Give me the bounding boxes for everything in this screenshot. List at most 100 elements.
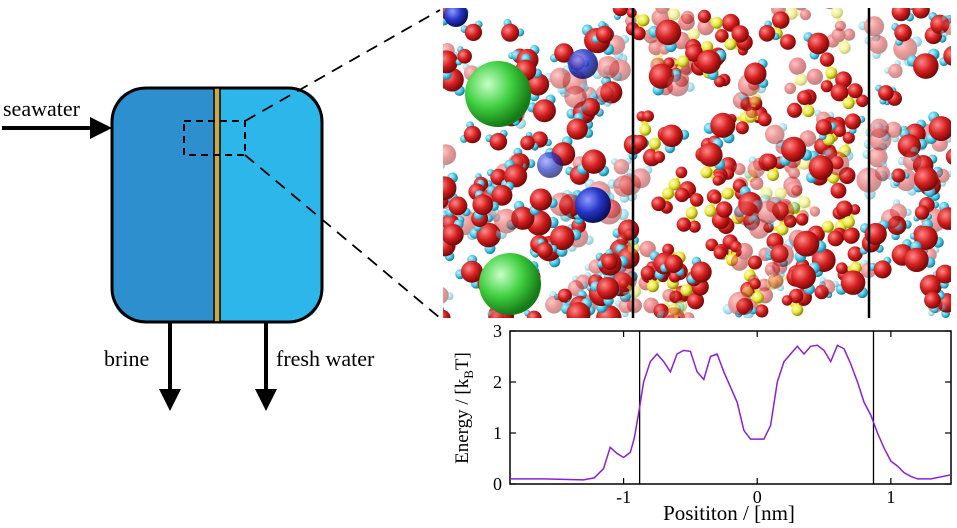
water-molecule bbox=[758, 20, 780, 42]
energy-curve bbox=[510, 344, 952, 481]
y-label-sub: B bbox=[461, 370, 476, 379]
sodium-ion bbox=[568, 49, 598, 79]
water-molecule bbox=[925, 111, 951, 144]
water-molecule bbox=[445, 196, 471, 217]
framework-unit bbox=[836, 200, 861, 244]
water-molecule bbox=[696, 49, 726, 80]
ions bbox=[444, 8, 611, 315]
water-molecule bbox=[819, 276, 839, 295]
water-molecule bbox=[764, 122, 788, 149]
water-molecule bbox=[592, 56, 623, 82]
chloride-ion bbox=[479, 253, 541, 315]
water-molecule bbox=[443, 287, 454, 304]
water-molecule bbox=[489, 208, 519, 240]
water-molecule bbox=[611, 157, 632, 175]
water-molecule bbox=[751, 194, 780, 224]
water-region-right bbox=[856, 8, 951, 318]
water-molecule bbox=[529, 188, 558, 216]
cell-left-chamber bbox=[112, 88, 217, 322]
water-molecule bbox=[656, 302, 686, 318]
sodium-ion bbox=[575, 187, 611, 223]
tick-labels: -1 0 1 0 1 2 3 bbox=[493, 321, 895, 507]
water-molecule bbox=[443, 144, 457, 169]
water-molecule bbox=[577, 149, 610, 177]
water-molecule bbox=[875, 161, 894, 181]
water-molecule bbox=[779, 136, 812, 166]
water-molecule bbox=[913, 205, 933, 222]
water-molecule bbox=[472, 194, 499, 220]
water-molecule bbox=[455, 46, 472, 66]
water-molecule bbox=[520, 131, 539, 151]
water-molecule bbox=[935, 168, 951, 187]
framework-unit bbox=[704, 192, 733, 230]
framework-unit bbox=[749, 278, 769, 318]
framework-unit bbox=[781, 288, 812, 316]
water-molecule bbox=[597, 249, 618, 271]
framework-unit bbox=[830, 83, 869, 110]
water-molecule bbox=[460, 121, 482, 144]
water-molecule bbox=[793, 230, 827, 263]
water-molecule bbox=[891, 168, 910, 187]
framework-unit bbox=[625, 8, 650, 41]
water-molecule bbox=[524, 309, 542, 318]
framework-unit bbox=[651, 187, 690, 214]
framework-unit bbox=[819, 52, 852, 93]
water-molecule bbox=[501, 19, 525, 42]
cell-right-chamber bbox=[217, 88, 322, 322]
water-molecule bbox=[687, 256, 712, 284]
water-molecule bbox=[906, 48, 940, 79]
water-molecule bbox=[660, 124, 690, 154]
water-molecule bbox=[806, 150, 834, 184]
water-molecule bbox=[764, 239, 795, 268]
water-molecule bbox=[564, 82, 589, 113]
water-molecule bbox=[875, 84, 894, 105]
water-molecule bbox=[904, 241, 936, 273]
water-molecule bbox=[536, 238, 558, 259]
water-molecule bbox=[924, 291, 945, 313]
zoom-box bbox=[183, 120, 246, 156]
axis-ticks bbox=[510, 330, 951, 485]
seawater-inlet-arrow bbox=[2, 117, 112, 139]
water-molecule bbox=[698, 138, 726, 170]
water-molecule bbox=[935, 264, 951, 289]
water-molecule bbox=[549, 225, 582, 257]
water-molecule bbox=[703, 112, 736, 144]
water-molecule bbox=[803, 32, 830, 60]
water-molecule bbox=[939, 46, 951, 67]
water-molecule bbox=[890, 199, 912, 221]
y-tick-label: 3 bbox=[493, 321, 502, 341]
framework-unit bbox=[663, 44, 703, 80]
water-molecule bbox=[443, 219, 464, 246]
sodium-ion bbox=[537, 152, 563, 178]
y-tick-label: 1 bbox=[493, 423, 502, 443]
x-tick-label: -1 bbox=[616, 487, 631, 507]
y-label-main: Energy / [k bbox=[452, 378, 473, 464]
water-molecule bbox=[443, 50, 459, 80]
y-tick-label: 2 bbox=[493, 372, 502, 392]
x-axis-label: Posititon / [nm] bbox=[663, 501, 795, 525]
framework-unit bbox=[786, 89, 817, 118]
water-molecule bbox=[722, 291, 754, 318]
zoom-line-bottom bbox=[244, 154, 441, 319]
water-molecule bbox=[543, 67, 571, 95]
water-molecule bbox=[744, 156, 765, 179]
water-molecule bbox=[486, 181, 514, 206]
water-molecule bbox=[835, 270, 868, 299]
water-molecule bbox=[891, 23, 912, 46]
water-molecule bbox=[908, 8, 930, 19]
y-axis-label: Energy / [kBT] bbox=[452, 352, 476, 464]
water-molecule bbox=[648, 19, 682, 53]
membrane-framework bbox=[616, 8, 869, 318]
water-molecule bbox=[527, 94, 556, 123]
water-molecule bbox=[940, 14, 951, 38]
water-molecule bbox=[815, 119, 837, 140]
water-molecule bbox=[768, 271, 785, 292]
chloride-ion bbox=[465, 61, 531, 127]
water-molecule bbox=[868, 256, 892, 279]
framework-unit bbox=[676, 193, 704, 233]
y-label-end: T] bbox=[452, 352, 473, 370]
framework-unit bbox=[697, 9, 740, 43]
framework-unit bbox=[724, 25, 753, 56]
water-molecule bbox=[884, 60, 903, 79]
